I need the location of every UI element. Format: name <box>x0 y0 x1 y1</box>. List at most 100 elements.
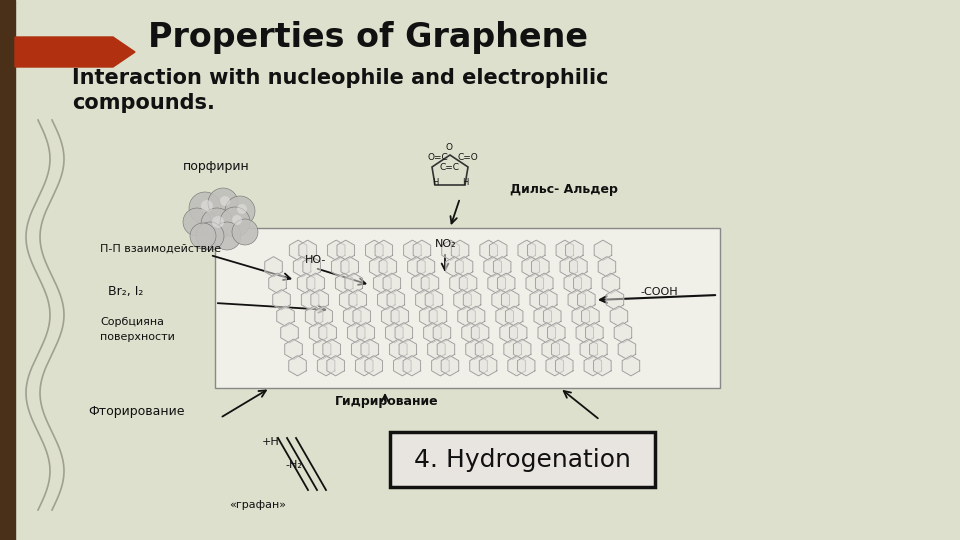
Polygon shape <box>442 240 459 260</box>
Text: порфирин: порфирин <box>183 160 250 173</box>
Polygon shape <box>578 289 595 310</box>
Polygon shape <box>614 322 632 343</box>
Polygon shape <box>500 322 517 343</box>
Text: Дильс- Альдер: Дильс- Альдер <box>510 183 618 196</box>
Polygon shape <box>518 240 536 260</box>
Polygon shape <box>546 356 564 376</box>
Circle shape <box>213 222 241 250</box>
Polygon shape <box>319 322 336 343</box>
Polygon shape <box>305 306 323 326</box>
Polygon shape <box>403 240 421 260</box>
Polygon shape <box>576 322 593 343</box>
Polygon shape <box>574 273 591 293</box>
Polygon shape <box>594 240 612 260</box>
Polygon shape <box>418 256 435 277</box>
Polygon shape <box>377 289 396 310</box>
Polygon shape <box>366 240 383 260</box>
Text: +H: +H <box>262 437 279 447</box>
Text: «графан»: «графан» <box>229 500 286 510</box>
Polygon shape <box>307 273 324 293</box>
Polygon shape <box>390 339 407 360</box>
Polygon shape <box>526 273 543 293</box>
Polygon shape <box>450 273 468 293</box>
Polygon shape <box>455 256 473 277</box>
Text: поверхности: поверхности <box>100 332 175 342</box>
Polygon shape <box>423 322 442 343</box>
Polygon shape <box>403 356 420 376</box>
Polygon shape <box>586 322 603 343</box>
Polygon shape <box>433 322 450 343</box>
Text: compounds.: compounds. <box>72 93 215 113</box>
Polygon shape <box>462 322 479 343</box>
Polygon shape <box>532 256 549 277</box>
Polygon shape <box>345 273 363 293</box>
Bar <box>0 0 15 540</box>
Circle shape <box>190 223 216 249</box>
Polygon shape <box>508 356 525 376</box>
Polygon shape <box>276 306 295 326</box>
Polygon shape <box>442 356 459 376</box>
Polygon shape <box>396 322 413 343</box>
Polygon shape <box>530 289 547 310</box>
Polygon shape <box>301 289 319 310</box>
Polygon shape <box>285 339 302 360</box>
Polygon shape <box>568 289 586 310</box>
Text: 4. Hydrogenation: 4. Hydrogenation <box>414 448 631 471</box>
Polygon shape <box>370 256 387 277</box>
Polygon shape <box>517 356 535 376</box>
Text: -H₂: -H₂ <box>285 460 301 470</box>
Polygon shape <box>302 256 321 277</box>
Polygon shape <box>437 339 455 360</box>
Text: HO-: HO- <box>305 255 326 265</box>
Text: Фторирование: Фторирование <box>88 405 184 418</box>
Polygon shape <box>606 289 624 310</box>
Polygon shape <box>365 356 382 376</box>
Polygon shape <box>514 339 531 360</box>
Polygon shape <box>451 240 468 260</box>
Polygon shape <box>565 240 583 260</box>
Polygon shape <box>622 356 639 376</box>
Polygon shape <box>469 356 488 376</box>
Polygon shape <box>412 273 429 293</box>
Polygon shape <box>602 273 620 293</box>
Polygon shape <box>351 339 369 360</box>
Polygon shape <box>466 339 483 360</box>
Polygon shape <box>425 289 443 310</box>
Polygon shape <box>534 306 551 326</box>
Polygon shape <box>387 289 404 310</box>
Polygon shape <box>468 306 485 326</box>
Polygon shape <box>15 37 135 67</box>
Polygon shape <box>551 339 569 360</box>
Polygon shape <box>265 256 282 277</box>
Text: NO₂: NO₂ <box>435 239 457 249</box>
Text: Π-Π взаимодействие: Π-Π взаимодействие <box>100 244 221 254</box>
Polygon shape <box>337 240 354 260</box>
Polygon shape <box>280 322 299 343</box>
Polygon shape <box>311 289 328 310</box>
Polygon shape <box>361 339 378 360</box>
Polygon shape <box>379 256 396 277</box>
Text: Сорбцияна: Сорбцияна <box>100 317 164 327</box>
Circle shape <box>196 222 224 250</box>
Text: C=O: C=O <box>458 153 479 162</box>
Polygon shape <box>589 339 607 360</box>
Polygon shape <box>536 273 553 293</box>
Polygon shape <box>348 322 365 343</box>
Polygon shape <box>611 306 628 326</box>
Text: Гидрирование: Гидрирование <box>335 395 439 408</box>
Text: -COOH: -COOH <box>640 287 678 297</box>
Polygon shape <box>421 273 439 293</box>
Polygon shape <box>540 289 557 310</box>
Circle shape <box>225 196 255 226</box>
Circle shape <box>183 208 211 236</box>
Polygon shape <box>580 339 598 360</box>
Polygon shape <box>522 256 540 277</box>
Polygon shape <box>464 289 481 310</box>
Polygon shape <box>490 240 507 260</box>
Polygon shape <box>315 306 332 326</box>
Polygon shape <box>355 356 373 376</box>
Polygon shape <box>335 273 353 293</box>
Text: O=C: O=C <box>428 153 448 162</box>
Text: Br₂, I₂: Br₂, I₂ <box>108 285 143 298</box>
Polygon shape <box>381 306 399 326</box>
